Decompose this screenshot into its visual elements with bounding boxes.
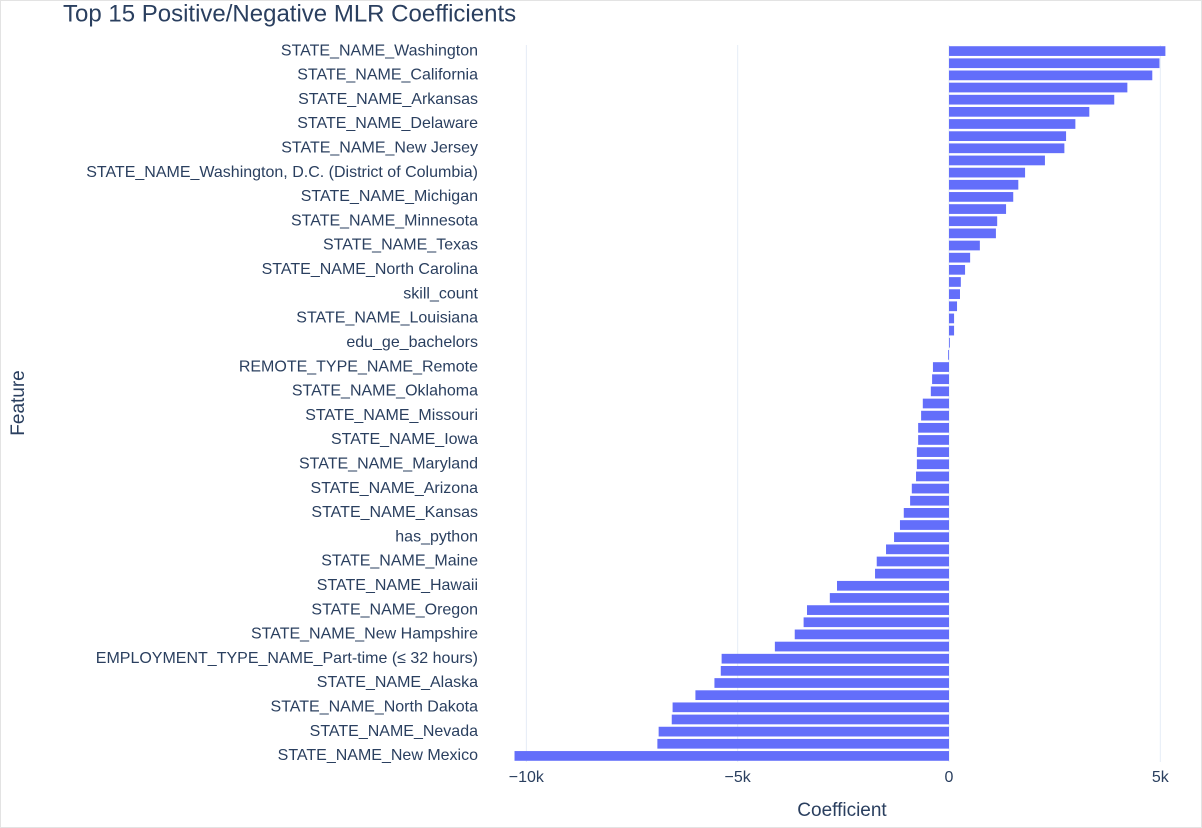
bar bbox=[949, 325, 955, 336]
bar bbox=[916, 447, 949, 457]
bar bbox=[837, 580, 949, 591]
bar bbox=[949, 264, 966, 275]
bar bbox=[894, 532, 949, 543]
bar bbox=[658, 726, 949, 737]
bar bbox=[949, 70, 1153, 81]
y-tick-label: STATE_NAME_Minnesota bbox=[291, 212, 478, 229]
x-tick-label: −5k bbox=[725, 769, 752, 786]
y-tick-label: has_python bbox=[395, 528, 478, 545]
bar bbox=[930, 386, 949, 397]
bar bbox=[949, 179, 1019, 190]
y-tick-label: STATE_NAME_Hawaii bbox=[317, 577, 478, 594]
bar bbox=[671, 714, 949, 725]
y-tick-label: REMOTE_TYPE_NAME_Remote bbox=[239, 358, 478, 375]
x-tick-label: 5k bbox=[1152, 769, 1170, 786]
bar bbox=[949, 155, 1045, 166]
bar bbox=[949, 228, 996, 239]
y-tick-label: STATE_NAME_Arkansas bbox=[298, 91, 478, 108]
y-axis-title: Feature bbox=[8, 370, 29, 435]
bar bbox=[949, 204, 1007, 214]
bar bbox=[949, 216, 998, 227]
y-tick-label: STATE_NAME_Arizona bbox=[311, 480, 479, 497]
bar bbox=[774, 641, 949, 652]
bar bbox=[932, 374, 949, 385]
x-tick-label: 0 bbox=[945, 769, 954, 786]
y-tick-label: STATE_NAME_Michigan bbox=[301, 188, 478, 205]
y-tick-label: STATE_NAME_New Mexico bbox=[278, 747, 478, 764]
y-tick-label: STATE_NAME_New Jersey bbox=[281, 140, 478, 157]
y-tick-label: STATE_NAME_Missouri bbox=[305, 407, 478, 424]
bar bbox=[899, 520, 949, 530]
bar bbox=[949, 313, 955, 324]
bar bbox=[949, 106, 1090, 117]
y-tick-label: EMPLOYMENT_TYPE_NAME_Part-time (≤ 32 hou… bbox=[96, 650, 478, 667]
y-tick-label: STATE_NAME_Maryland bbox=[299, 455, 478, 472]
bar bbox=[949, 58, 1160, 69]
bar bbox=[916, 459, 949, 470]
bar bbox=[949, 240, 980, 251]
bar bbox=[918, 435, 949, 445]
bar bbox=[720, 665, 949, 676]
bar bbox=[949, 46, 1166, 56]
chart-title: Top 15 Positive/Negative MLR Coefficient… bbox=[63, 0, 516, 27]
y-tick-label: STATE_NAME_Texas bbox=[323, 237, 478, 254]
y-tick-label: STATE_NAME_Kansas bbox=[311, 504, 478, 521]
bar bbox=[921, 410, 949, 421]
y-tick-label: STATE_NAME_North Dakota bbox=[271, 699, 479, 716]
bar bbox=[949, 94, 1115, 105]
bar bbox=[806, 605, 949, 615]
bar bbox=[949, 119, 1076, 129]
bar bbox=[949, 192, 1014, 202]
x-axis-title: Coefficient bbox=[797, 800, 887, 821]
bar bbox=[949, 252, 971, 263]
y-tick-label: skill_count bbox=[403, 285, 478, 302]
bar bbox=[886, 544, 949, 555]
y-tick-label: STATE_NAME_Maine bbox=[321, 553, 478, 570]
bar bbox=[514, 751, 949, 761]
bar bbox=[949, 167, 1026, 178]
y-tick-label: STATE_NAME_North Carolina bbox=[262, 261, 478, 278]
bar bbox=[875, 568, 949, 579]
bar bbox=[949, 143, 1065, 154]
x-tick-label: −10k bbox=[509, 769, 545, 786]
y-tick-label: STATE_NAME_Iowa bbox=[331, 431, 478, 448]
y-tick-label: STATE_NAME_California bbox=[297, 67, 478, 84]
y-tick-label: edu_ge_bachelors bbox=[346, 334, 478, 351]
y-tick-label: STATE_NAME_Oregon bbox=[311, 601, 478, 618]
y-tick-label: STATE_NAME_New Hampshire bbox=[251, 626, 478, 643]
bar bbox=[949, 289, 960, 299]
bar bbox=[714, 678, 949, 688]
bar bbox=[916, 471, 949, 482]
y-tick-label: STATE_NAME_Nevada bbox=[310, 723, 478, 740]
bar bbox=[657, 738, 949, 749]
bar bbox=[803, 617, 949, 628]
bar bbox=[949, 277, 961, 287]
y-tick-label: STATE_NAME_Louisiana bbox=[296, 310, 478, 327]
bar bbox=[672, 702, 949, 713]
bar bbox=[695, 690, 949, 701]
bar bbox=[903, 508, 949, 518]
bar bbox=[949, 337, 950, 348]
bar bbox=[922, 398, 949, 409]
bar bbox=[876, 556, 949, 567]
bar bbox=[949, 82, 1128, 93]
y-tick-label: STATE_NAME_Alaska bbox=[317, 674, 478, 691]
bar bbox=[918, 422, 949, 433]
y-tick-label: STATE_NAME_Washington, D.C. (District of… bbox=[86, 164, 478, 181]
bar bbox=[910, 495, 949, 506]
bar bbox=[829, 593, 949, 603]
y-tick-label: STATE_NAME_Oklahoma bbox=[292, 383, 478, 400]
bar bbox=[948, 350, 949, 360]
bar bbox=[794, 629, 949, 640]
bar bbox=[932, 362, 949, 372]
y-tick-label: STATE_NAME_Washington bbox=[281, 42, 478, 59]
bar bbox=[949, 301, 958, 312]
bar bbox=[949, 131, 1067, 142]
bar bbox=[911, 483, 949, 494]
bar bbox=[721, 653, 949, 664]
y-tick-label: STATE_NAME_Delaware bbox=[297, 115, 478, 132]
